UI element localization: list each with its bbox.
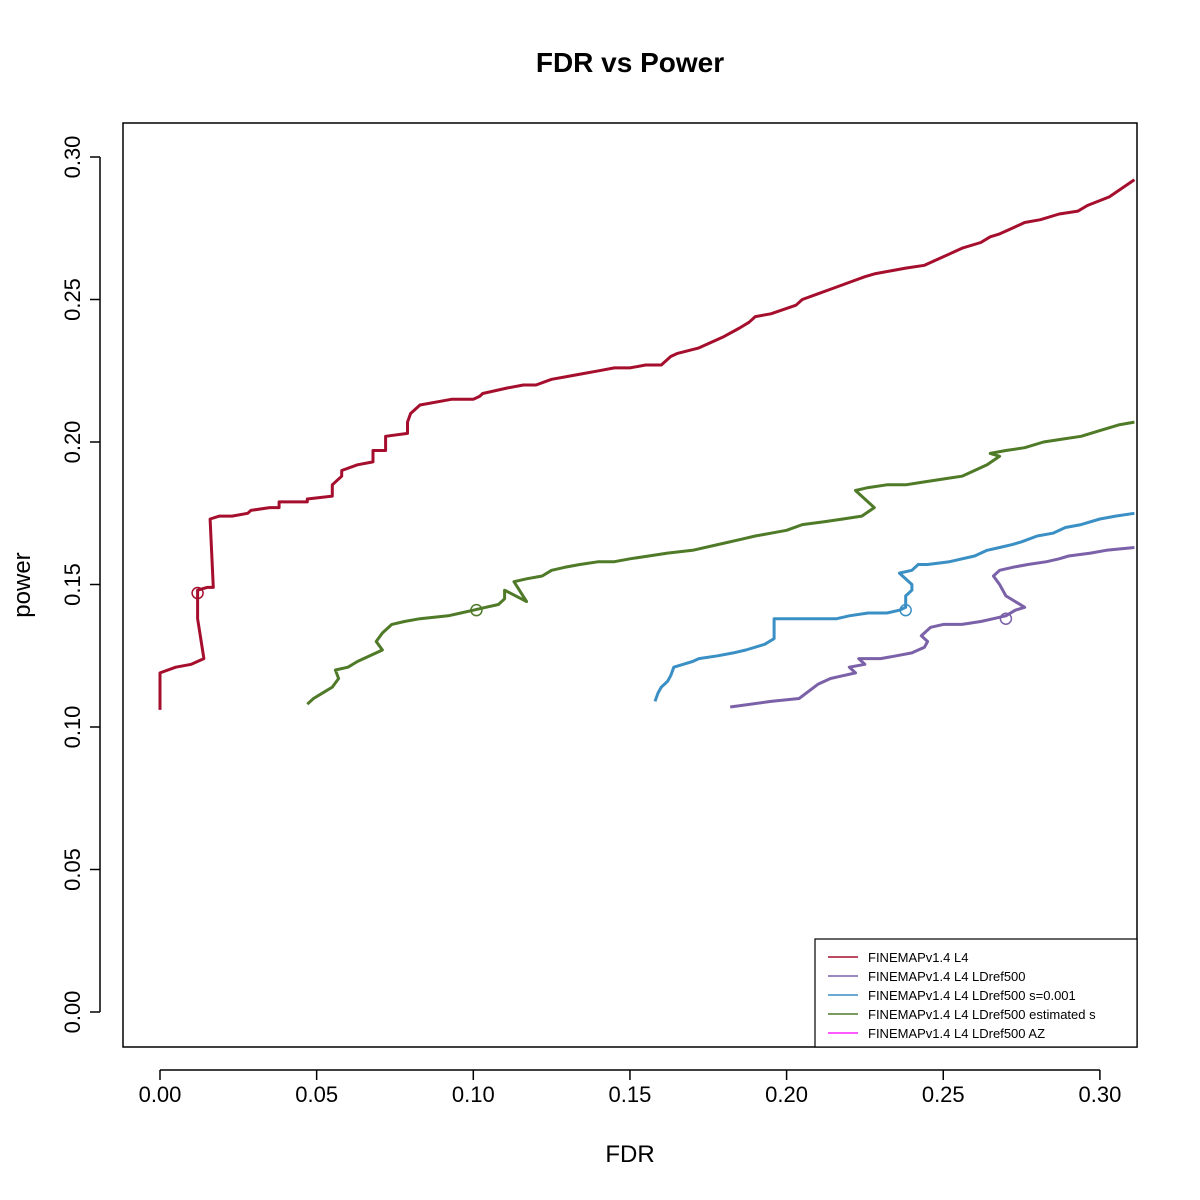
x-tick-label: 0.10 — [452, 1082, 495, 1107]
legend-label-3: FINEMAPv1.4 L4 LDref500 s=0.001 — [868, 988, 1076, 1003]
series-marker-4 — [470, 603, 483, 617]
x-tick-label: 0.25 — [922, 1082, 965, 1107]
y-tick-label: 0.05 — [60, 848, 85, 891]
y-tick-label: 0.30 — [60, 136, 85, 179]
legend-label-5: FINEMAPv1.4 L4 LDref500 AZ — [868, 1026, 1045, 1041]
series-layer — [158, 178, 1136, 710]
series-marker-2 — [999, 612, 1013, 625]
legend-label-4: FINEMAPv1.4 L4 LDref500 estimated s — [868, 1007, 1096, 1022]
x-axis-label: FDR — [605, 1141, 654, 1168]
y-tick-label: 0.10 — [60, 706, 85, 749]
x-tick-label: 0.00 — [139, 1082, 182, 1107]
y-tick-label: 0.15 — [60, 563, 85, 606]
legend: FINEMAPv1.4 L4 FINEMAPv1.4 L4 LDref500 FIN… — [814, 938, 1138, 1048]
x-tick-label: 0.20 — [765, 1082, 808, 1107]
plot-frame — [122, 122, 1138, 1048]
x-tick-label: 0.05 — [295, 1082, 338, 1107]
x-tick-label: 0.15 — [609, 1082, 652, 1107]
legend-label-1: FINEMAPv1.4 L4 — [868, 950, 968, 965]
y-axis-label: power — [9, 552, 36, 617]
x-axis: 0.00 0.05 0.10 0.15 0.20 0.25 0.30 — [139, 1069, 1121, 1107]
series-marker-1 — [191, 586, 204, 600]
series-line-1 — [158, 178, 1136, 710]
chart-title: FDR vs Power — [536, 47, 724, 78]
series-line-4 — [306, 420, 1135, 706]
marker-layer — [191, 586, 1013, 625]
series-line-3 — [653, 511, 1135, 702]
y-tick-label: 0.25 — [60, 278, 85, 321]
y-tick-label: 0.20 — [60, 421, 85, 464]
legend-label-2: FINEMAPv1.4 L4 LDref500 — [868, 969, 1026, 984]
x-tick-label: 0.30 — [1078, 1082, 1121, 1107]
y-tick-label: 0.00 — [60, 991, 85, 1034]
y-axis: 0.00 0.05 0.10 0.15 0.20 0.25 0.30 — [60, 136, 101, 1034]
series-marker-3 — [899, 603, 912, 617]
legend-box — [814, 938, 1138, 1048]
series-line-2 — [729, 546, 1135, 709]
